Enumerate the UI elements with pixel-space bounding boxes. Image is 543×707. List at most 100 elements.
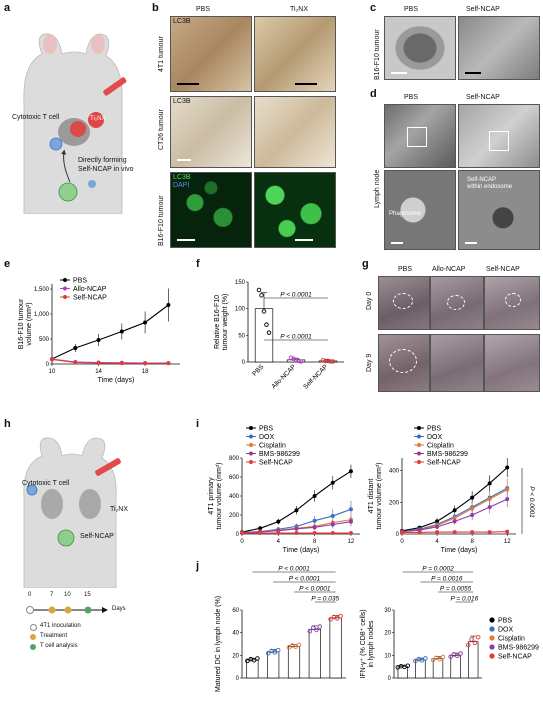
legend-marker	[489, 626, 495, 632]
x-tick-label: 8	[470, 539, 474, 545]
panel-h-letter: h	[4, 418, 11, 430]
pvalue-2-label: P < 0.0001	[280, 334, 312, 341]
data-point	[470, 506, 475, 511]
y-axis-label-2: tumour volume (mm³)	[376, 463, 383, 530]
legend-label: Cisplatin	[427, 443, 454, 450]
panel-a-letter: a	[4, 2, 11, 14]
panel-g-col-pbs: PBS	[398, 266, 413, 273]
data-point	[487, 530, 492, 535]
legend-marker	[489, 635, 495, 641]
data-point	[419, 657, 425, 663]
data-point	[505, 497, 510, 502]
data-point	[455, 653, 460, 659]
legend-tcell: T cell analysis	[40, 643, 78, 649]
y-tick-label: 0	[46, 362, 50, 368]
h-self-label: Self-NCAP	[80, 533, 114, 540]
x-tick-label: 18	[142, 369, 149, 375]
legend-marker	[249, 460, 253, 464]
data-point	[505, 487, 510, 492]
pvalue-3-label: P = 0.0055	[440, 586, 472, 593]
y-tick-label: 0	[236, 676, 240, 682]
bar	[287, 645, 301, 679]
bar	[329, 617, 342, 679]
legend-label: Self-NCAP	[427, 460, 461, 467]
y-tick-label: 60	[232, 608, 239, 614]
x-tick-label: 4	[277, 539, 281, 545]
data-point	[291, 356, 296, 362]
data-point	[348, 469, 353, 474]
data-point	[119, 361, 124, 366]
panel-b-col-pbs: PBS	[196, 6, 211, 13]
legend-label: DOX	[259, 434, 275, 441]
cytotoxic-t-cell-label: Cytotoxic T cell	[12, 114, 60, 121]
data-point	[328, 617, 333, 622]
panel-d-letter: d	[370, 88, 377, 100]
panel-d-col-pbs: PBS	[404, 94, 419, 101]
panel-h-illustration	[23, 437, 121, 588]
data-point	[320, 358, 326, 363]
y-tick-label: 400	[229, 494, 240, 500]
panel-b-letter: b	[152, 2, 159, 14]
data-point	[348, 507, 353, 512]
data-point	[458, 651, 463, 656]
data-point	[310, 625, 316, 631]
legend-marker	[249, 451, 253, 456]
data-point	[294, 531, 299, 536]
x-tick-label: 8	[313, 539, 317, 545]
legend-label: BMS-986299	[427, 451, 468, 458]
data-point	[264, 322, 269, 327]
data-point	[255, 656, 260, 661]
legend-marker	[417, 434, 421, 439]
legend-label: PBS	[498, 618, 512, 625]
legend-label: Self-NCAP	[259, 460, 293, 467]
chart-i-primary: 0 200 400 600 800 0 4 8 12 Time (days) 4T1 primary…	[208, 426, 360, 554]
panel-b-col-ti2nx: Ti₂NX	[290, 6, 309, 13]
legend-marker	[489, 653, 495, 659]
data-point	[251, 657, 257, 663]
data-point	[307, 629, 313, 634]
stain-label: LC3B	[173, 98, 191, 105]
data-point	[330, 522, 335, 527]
data-point	[452, 508, 457, 513]
bar	[254, 308, 274, 363]
data-point	[276, 531, 281, 536]
y-tick-label: 500	[39, 337, 50, 343]
data-point	[328, 359, 333, 364]
data-point	[400, 530, 404, 535]
x-tick-label: 0	[400, 539, 404, 545]
photo-pbs-day0	[378, 276, 430, 330]
data-point	[73, 360, 78, 365]
panel-d-row: Lymph node	[374, 169, 381, 208]
em-tumour-pbs	[384, 16, 456, 80]
bar	[267, 651, 280, 679]
data-point	[119, 329, 124, 334]
legend-dot-inoculation	[30, 624, 37, 631]
y-tick-label: 0	[236, 532, 240, 538]
timeline-tick-10: 10	[64, 592, 71, 598]
data-point	[465, 642, 471, 648]
data-point	[470, 530, 475, 535]
legend-marker	[249, 443, 253, 447]
timeline-tick-7: 7	[50, 592, 54, 598]
data-point	[435, 519, 440, 524]
legend-marker	[417, 460, 421, 464]
x-tick-label: 12	[348, 539, 355, 545]
y-axis-label-2: volume (mm³)	[26, 302, 33, 345]
series-line	[51, 358, 169, 364]
data-point	[50, 357, 54, 362]
panel-g-col-allo: Allo-NCAP	[432, 266, 466, 273]
forming-label-2: Self-NCAP in vivo	[78, 166, 134, 173]
data-point	[437, 656, 442, 662]
data-point	[452, 530, 457, 535]
legend-label: Cisplatin	[259, 443, 286, 450]
y-tick-label: 800	[229, 456, 240, 462]
data-point	[276, 519, 281, 524]
y-tick-label: 20	[232, 653, 239, 659]
panel-f-letter: f	[196, 258, 200, 270]
data-point	[312, 494, 317, 498]
panel-g-day0: Day 0	[366, 291, 373, 310]
panel-j-letter: j	[196, 560, 200, 572]
em-lymph-self-overview	[458, 104, 540, 168]
chart-j-ifn: 0 10 20 30 IFN-γ⁺ (% CD8⁺ cells) in lymph nod…	[360, 566, 539, 683]
data-point	[423, 656, 428, 661]
